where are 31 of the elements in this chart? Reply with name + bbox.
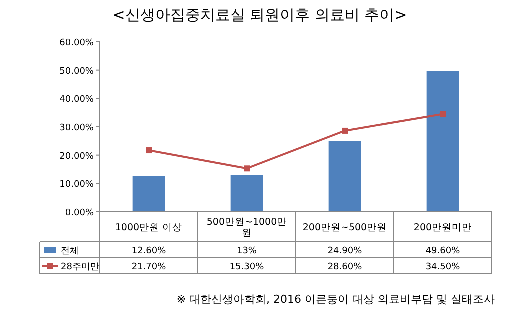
data-label: 12.60% (132, 246, 167, 256)
x-tick-label: 200만원미만 (414, 222, 472, 234)
bar (426, 71, 460, 212)
y-tick-label: 0.00% (65, 208, 94, 218)
data-label: 28.60% (328, 262, 363, 272)
y-tick-label: 50.00% (60, 66, 94, 77)
point (342, 128, 348, 134)
chart-title: <신생아집중치료실 퇴원이후 의료비 추이> (112, 6, 408, 24)
bar (230, 175, 264, 212)
y-tick-label: 20.00% (60, 152, 94, 162)
y-tick-label: 60.00% (60, 38, 94, 48)
x-tick-label: 200만원~500만원 (302, 222, 388, 234)
bar (132, 176, 166, 212)
data-label: 15.30% (230, 262, 265, 272)
y-tick-label: 30.00% (60, 124, 94, 134)
legend-label: 전체 (61, 246, 79, 256)
x-tick-label: 500만원~1000만원 (206, 216, 288, 240)
legend-label: 28주미만 (61, 262, 100, 272)
y-tick-label: 40.00% (60, 95, 94, 106)
data-label: 21.70% (132, 262, 167, 272)
point (440, 111, 446, 118)
y-tick-label: 10.00% (60, 180, 94, 190)
bar (328, 141, 362, 212)
text: ※ 대한신생아학회, 2016 이른둥이 대상 의료비부담 및 실태조사 (176, 293, 495, 306)
point (244, 166, 250, 172)
data-label: 24.90% (328, 246, 363, 256)
data-label: 13% (236, 246, 258, 256)
point (146, 148, 152, 154)
x-tick-label: 1000만원 이상 (115, 222, 183, 234)
data-label: 49.60% (426, 246, 461, 256)
data-label: 34.50% (426, 262, 461, 272)
